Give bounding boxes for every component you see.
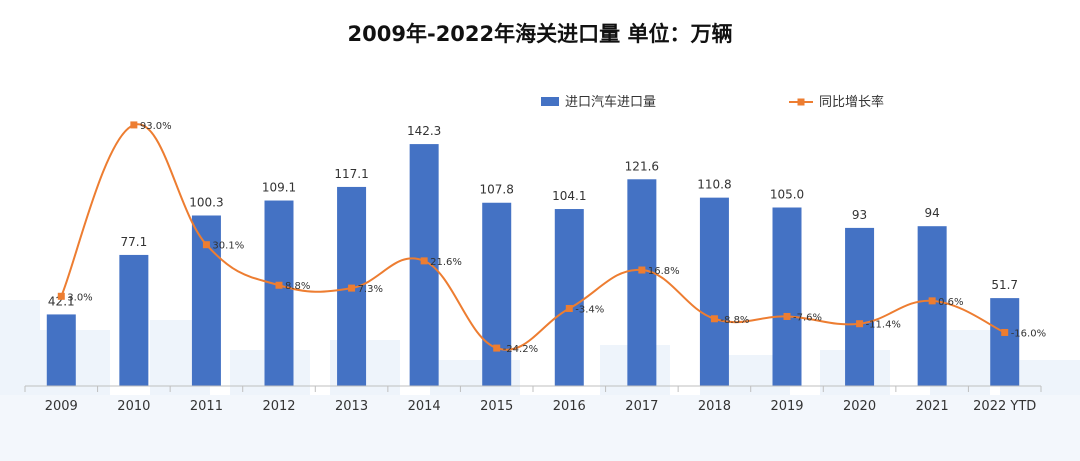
bar xyxy=(119,254,149,386)
line-value-label: 8.8% xyxy=(285,281,310,292)
x-tick-label: 2022 YTD xyxy=(973,399,1036,414)
bar-value-label: 105.0 xyxy=(770,188,804,202)
line-point xyxy=(275,281,283,289)
legend-line-label: 同比增长率 xyxy=(819,94,884,110)
line-point xyxy=(710,315,718,323)
x-tick-label: 2016 xyxy=(553,399,586,414)
line-value-label: -3.4% xyxy=(575,304,604,315)
legend-line-marker xyxy=(797,98,805,106)
bar-value-label: 42.1 xyxy=(48,294,75,308)
x-tick-label: 2017 xyxy=(625,399,658,414)
bar xyxy=(482,202,512,386)
bar-value-label: 77.1 xyxy=(120,235,147,249)
line-value-label: 0.6% xyxy=(938,297,963,308)
x-tick-label: 2014 xyxy=(408,399,441,414)
x-tick-label: 2019 xyxy=(770,399,803,414)
bar-value-label: 107.8 xyxy=(480,183,514,197)
line-value-label: -11.4% xyxy=(866,320,901,331)
x-tick-label: 2012 xyxy=(262,399,295,414)
line-point xyxy=(1001,328,1009,336)
bar-value-label: 142.3 xyxy=(407,124,441,138)
x-tick-label: 2020 xyxy=(843,399,876,414)
bar xyxy=(772,207,802,386)
bar xyxy=(554,209,584,386)
x-tick-label: 2021 xyxy=(916,399,949,414)
bar xyxy=(409,144,439,386)
line-value-label: 93.0% xyxy=(140,121,172,132)
bar-value-label: 121.6 xyxy=(625,159,659,173)
bar-value-label: 94 xyxy=(925,206,940,220)
bar xyxy=(46,314,76,386)
line-value-label: 3.0% xyxy=(67,292,92,303)
line-value-label: -24.2% xyxy=(503,344,538,355)
line-point xyxy=(420,257,428,265)
line-point xyxy=(202,241,210,249)
bar xyxy=(990,298,1020,386)
bar-series: 42.1 77.1 100.3 109.1 117.1 142.3 107.8 104.1 12… xyxy=(46,124,1020,386)
x-tick-label: 2015 xyxy=(480,399,513,414)
bar-value-label: 100.3 xyxy=(189,195,223,209)
x-tick-label: 2011 xyxy=(190,399,223,414)
bar xyxy=(699,197,729,386)
bar-value-label: 51.7 xyxy=(991,278,1018,292)
x-axis: 2009 2010 2011 2012 2013 2014 2015 2016 2017 2018… xyxy=(24,385,1042,414)
bar-value-label: 117.1 xyxy=(334,167,368,181)
legend-bar-swatch xyxy=(541,97,559,106)
x-tick-label: 2013 xyxy=(335,399,368,414)
legend: 进口汽车进口量 同比增长率 xyxy=(541,94,884,110)
line-point xyxy=(493,344,501,352)
bar xyxy=(917,226,947,386)
line-value-label: 30.1% xyxy=(212,241,244,252)
bar xyxy=(845,227,875,386)
line-value-label: -7.6% xyxy=(793,312,822,323)
bar xyxy=(627,179,657,386)
x-tick-label: 2009 xyxy=(45,399,78,414)
line-value-label: 16.8% xyxy=(648,266,680,277)
line-point xyxy=(928,297,936,305)
line-point xyxy=(565,304,573,312)
x-tick-label: 2010 xyxy=(117,399,150,414)
chart-title: 2009年-2022年海关进口量 单位：万辆 xyxy=(347,22,733,46)
line-point xyxy=(130,121,138,129)
line-point xyxy=(856,320,864,328)
line-point xyxy=(57,292,65,300)
bar-value-label: 93 xyxy=(852,208,867,222)
skyline-ground xyxy=(0,395,1080,461)
x-tick-label: 2018 xyxy=(698,399,731,414)
line-value-label: 7.3% xyxy=(358,284,383,295)
line-point xyxy=(348,284,356,292)
line-value-label: 21.6% xyxy=(430,257,462,268)
line-point xyxy=(638,266,646,274)
line-value-label: -8.8% xyxy=(720,315,749,326)
line-point xyxy=(783,312,791,320)
legend-bar-label: 进口汽车进口量 xyxy=(565,94,656,110)
line-value-label: -16.0% xyxy=(1011,328,1046,339)
bar-value-label: 104.1 xyxy=(552,189,586,203)
bar-value-label: 109.1 xyxy=(262,181,296,195)
line-series: 3.0% 93.0% 30.1% 8.8% 7.3% 21.6% -24.2% -3.4% 16… xyxy=(57,121,1046,355)
bar xyxy=(264,200,294,386)
bar-value-label: 110.8 xyxy=(697,178,731,192)
